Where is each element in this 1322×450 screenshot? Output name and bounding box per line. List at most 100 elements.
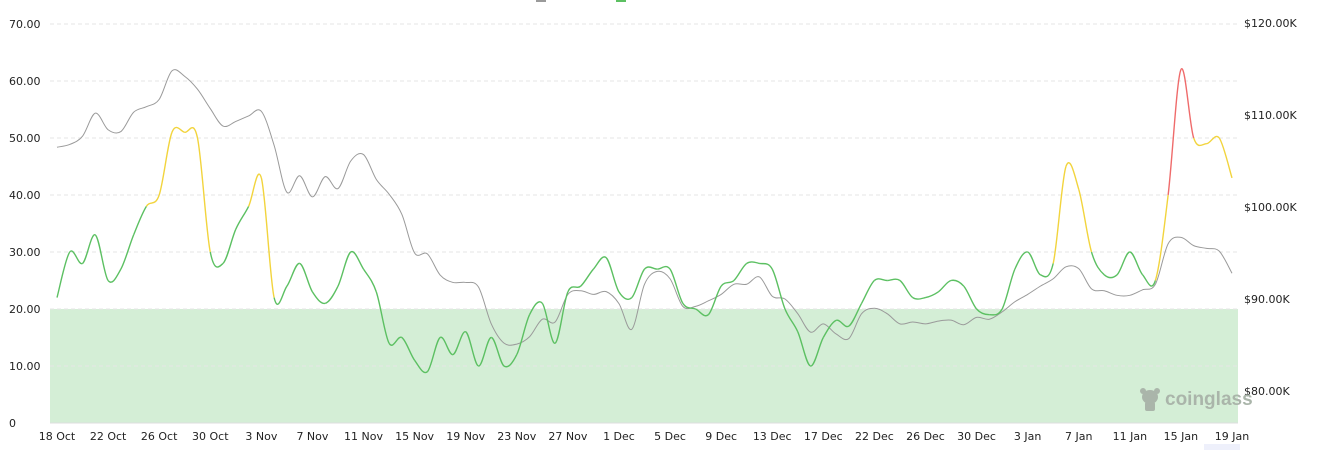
x-tick-label: 11 Nov [344, 430, 383, 443]
x-tick-label: 30 Dec [957, 430, 996, 443]
index-line-segment [887, 278, 901, 282]
x-tick-label: 26 Dec [906, 430, 945, 443]
index-line-segment [925, 291, 939, 299]
index-line-segment [56, 251, 71, 298]
index-line-segment [132, 206, 147, 236]
x-tick-label: 3 Nov [245, 430, 277, 443]
index-line-segment [490, 336, 505, 367]
index-line-segment [299, 262, 314, 293]
index-line-segment [1040, 263, 1054, 278]
index-line-segment [950, 279, 965, 287]
index-line-segment [1218, 137, 1233, 179]
index-line-segment [1154, 194, 1169, 281]
index-line-segment [465, 331, 479, 367]
index-line-segment [69, 250, 83, 265]
x-tick-label: 27 Nov [548, 430, 587, 443]
index-line-segment [81, 234, 97, 264]
index-line-segment [452, 331, 467, 356]
index-line-segment [554, 291, 569, 344]
y-left-tick-label: 0 [9, 417, 16, 430]
index-line-segment [963, 285, 978, 310]
x-tick-label: 26 Oct [141, 430, 178, 443]
index-line-segment [375, 291, 390, 344]
y-left-tick-label: 10.00 [9, 360, 41, 373]
x-tick-label: 15 Jan [1164, 430, 1198, 443]
index-line-segment [1052, 166, 1067, 264]
index-line-segment [222, 228, 237, 264]
x-tick-label: 11 Jan [1113, 430, 1147, 443]
x-tick-label: 18 Oct [39, 430, 76, 443]
index-line-segment [733, 262, 748, 282]
index-line-segment [1206, 135, 1220, 145]
index-line-segment [196, 137, 211, 253]
index-line-segment [120, 234, 135, 270]
index-line-segment [171, 126, 185, 133]
index-line-segment [1167, 69, 1182, 196]
index-line-segment [873, 278, 888, 282]
index-line-segment [235, 206, 250, 230]
y-right-tick-label: $110.00K [1244, 109, 1297, 122]
scroll-indicator[interactable] [1204, 444, 1240, 450]
index-line-segment [848, 302, 863, 327]
x-tick-label: 13 Dec [753, 430, 792, 443]
index-line-segment [937, 279, 952, 293]
index-line-segment [631, 268, 646, 299]
x-tick-label: 17 Dec [804, 430, 843, 443]
watermark-text: coinglass [1165, 389, 1253, 410]
index-line-segment [835, 319, 850, 328]
coinglass-logo-icon [1140, 388, 1160, 411]
index-line-segment [1027, 251, 1041, 276]
index-line-segment [989, 308, 1003, 316]
y-right-tick-label: $100.00K [1244, 201, 1297, 214]
index-line-segment [771, 268, 786, 310]
index-line-segment [1142, 274, 1157, 287]
index-line-segment [273, 285, 288, 305]
index-line-segment [861, 279, 875, 304]
index-line-segment [592, 256, 607, 270]
index-line-segment [209, 251, 224, 268]
index-line-segment [516, 314, 531, 355]
y-left-tick-label: 50.00 [9, 132, 41, 145]
index-line-segment [107, 268, 122, 283]
index-line-segment [145, 194, 160, 207]
x-tick-label: 19 Jan [1215, 430, 1249, 443]
index-line-segment [912, 296, 926, 300]
y-right-tick-label: $80.00K [1244, 385, 1290, 398]
price-line [56, 69, 1233, 346]
y-left-tick-label: 70.00 [9, 18, 41, 31]
index-line-segment [184, 126, 199, 139]
index-line-segment [1103, 274, 1118, 279]
index-line-segment [695, 308, 709, 317]
index-line-segment [784, 308, 799, 333]
index-line-segment [247, 173, 263, 207]
index-line-segment [541, 302, 556, 344]
index-line-segment [1065, 162, 1080, 190]
x-tick-label: 7 Nov [296, 430, 328, 443]
index-line-segment [657, 265, 671, 270]
index-line-segment [1193, 137, 1207, 147]
index-line-segment [362, 268, 377, 293]
index-line-segment [337, 251, 352, 287]
index-line-segment [1129, 251, 1144, 276]
legend-swatch [616, 0, 626, 2]
index-line-segment [746, 261, 760, 265]
y-left-tick-label: 60.00 [9, 75, 41, 88]
index-line-segment [426, 336, 441, 373]
x-tick-label: 7 Jan [1065, 430, 1092, 443]
index-line-segment [388, 336, 403, 346]
y-right-tick-label: $120.00K [1244, 17, 1297, 30]
y-left-tick-label: 40.00 [9, 189, 41, 202]
x-tick-label: 15 Nov [395, 430, 434, 443]
index-line-segment [94, 234, 109, 281]
index-line-segment [669, 268, 684, 304]
index-line-segment [324, 285, 339, 304]
index-line-segment [618, 291, 633, 300]
index-line-segment [350, 250, 365, 270]
index-line-segment [1078, 189, 1093, 253]
x-tick-label: 23 Nov [497, 430, 536, 443]
index-line-segment [477, 336, 492, 367]
x-tick-label: 22 Dec [855, 430, 894, 443]
index-line-segment [503, 354, 518, 368]
y-left-tick-label: 20.00 [9, 303, 41, 316]
